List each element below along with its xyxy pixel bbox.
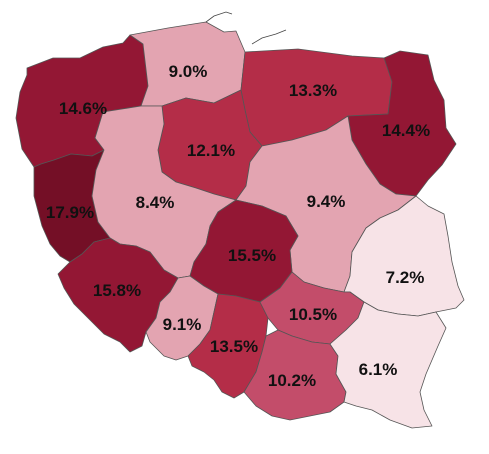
region-malopolskie [243, 329, 347, 421]
label-mazowieckie: 9.4% [307, 192, 346, 211]
region-podlaskie [347, 50, 457, 197]
label-lodzkie: 15.5% [228, 246, 276, 265]
label-dolnoslaskie: 15.8% [93, 281, 141, 300]
label-podlaskie: 14.4% [382, 121, 430, 140]
region-opolskie [145, 275, 219, 361]
region-podkarpackie [329, 301, 447, 429]
label-opolskie: 9.1% [163, 315, 202, 334]
label-lubelskie: 7.2% [386, 268, 425, 287]
label-warminsko-mazurskie: 13.3% [289, 81, 337, 100]
label-slaskie: 13.5% [210, 337, 258, 356]
label-lubuskie: 17.9% [46, 203, 94, 222]
hel-peninsula [205, 11, 233, 23]
label-kujawsko-pomorskie: 12.1% [187, 141, 235, 160]
label-zachodniopomorskie: 14.6% [59, 99, 107, 118]
label-podkarpackie: 6.1% [359, 360, 398, 379]
label-wielkopolskie: 8.4% [136, 193, 175, 212]
label-swietokrzyskie: 10.5% [289, 305, 337, 324]
label-pomorskie: 9.0% [169, 62, 208, 81]
vistula-spit [251, 29, 287, 45]
label-malopolskie: 10.2% [268, 371, 316, 390]
